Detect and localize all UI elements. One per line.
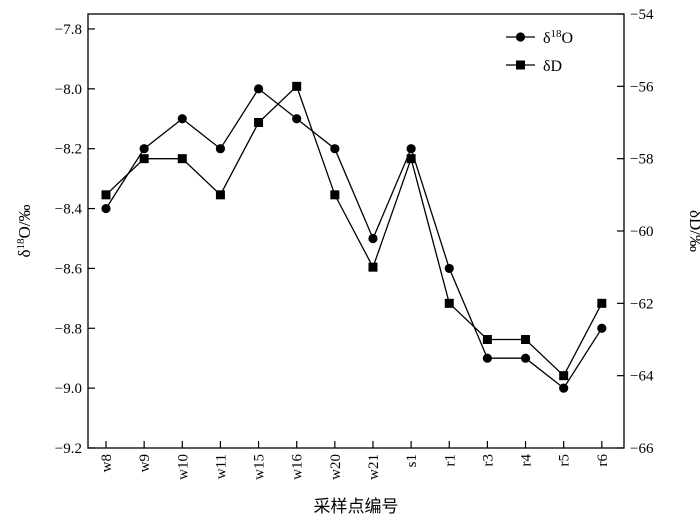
legend-item-d18o: δ18O	[506, 28, 573, 47]
right-axis-tick-label: −62	[630, 296, 653, 312]
left-axis-title-sup: 18	[15, 238, 27, 250]
point-dd-w15	[254, 118, 264, 127]
point-dd-w16	[292, 81, 302, 91]
left-axis-tick-label: −8.4	[55, 202, 83, 218]
point-dd-r1	[444, 298, 454, 308]
left-axis-tick-label: −8.6	[55, 261, 83, 277]
x-axis-tick-label: r4	[519, 454, 535, 467]
x-axis-tick-label: w9	[137, 454, 153, 472]
left-axis-tick-label: −8.8	[55, 321, 82, 337]
point-dd-r3	[482, 335, 492, 344]
point-d18o-r4	[520, 353, 531, 363]
x-axis-tick-label: w15	[252, 454, 268, 480]
point-dd-w20	[330, 190, 340, 200]
series-layer	[101, 81, 607, 393]
left-axis-tick-label: −8.2	[55, 142, 82, 158]
left-axis-title: δ18O/‰	[15, 204, 34, 257]
left-axis-tick-label: −7.8	[55, 22, 82, 38]
x-axis-tick-label: w16	[290, 454, 306, 480]
point-d18o-w21	[368, 233, 378, 244]
point-d18o-r6	[597, 323, 607, 333]
left-axis-tick-label: −9.2	[55, 441, 82, 457]
legend-label-d18o: δ18O	[543, 28, 573, 47]
point-d18o-r5	[559, 383, 569, 393]
legend-circle-marker	[515, 32, 526, 42]
x-axis-tick-label: w20	[328, 454, 344, 480]
point-dd-r6	[597, 298, 607, 308]
axis-ticks: −7.8 −8.0 −8.2 −8.4 −8.6 −8.8 −9.0 −9.2 −54 −56 −5…	[55, 7, 654, 480]
point-dd-w9	[139, 154, 149, 164]
left-axis-tick-label: −9.0	[55, 381, 82, 397]
legend-label-dd: δD	[543, 58, 562, 75]
point-d18o-r3	[482, 353, 492, 363]
point-dd-w10	[177, 154, 187, 164]
point-d18o-w15	[253, 84, 264, 94]
x-axis-tick-label: w10	[175, 454, 191, 480]
x-axis-title: 采样点编号	[314, 497, 399, 516]
x-axis-tick-label: w21	[366, 454, 382, 480]
x-axis-tick-label: r6	[595, 454, 611, 467]
legend-item-dd: δD	[506, 58, 562, 75]
point-dd-w8	[101, 190, 111, 200]
point-dd-r4	[521, 335, 531, 344]
right-axis-tick-label: −56	[630, 79, 654, 95]
series-line-dd	[105, 85, 603, 377]
point-d18o-w11	[215, 144, 226, 154]
point-d18o-w16	[292, 114, 302, 124]
point-d18o-w8	[101, 203, 111, 214]
x-axis-tick-label: s1	[404, 454, 420, 467]
right-axis-tick-label: −64	[630, 369, 654, 385]
left-axis-tick-label: −8.0	[55, 82, 82, 98]
x-axis-tick-label: r1	[442, 454, 458, 467]
right-axis-tick-label: −60	[630, 224, 653, 240]
point-dd-w21	[368, 262, 378, 272]
x-axis-tick-label: r5	[557, 454, 573, 467]
point-d18o-r1	[444, 263, 454, 274]
series-line-d18o	[105, 87, 603, 390]
legend: δ18O δD	[506, 28, 573, 75]
point-dd-w11	[215, 190, 225, 200]
x-axis-tick-label: r3	[480, 454, 496, 467]
right-axis-tick-label: −58	[630, 152, 653, 168]
point-d18o-s1	[406, 144, 416, 154]
point-dd-r5	[559, 371, 569, 381]
right-axis-tick-label: −66	[630, 441, 654, 457]
right-axis-title: δD/‰	[686, 210, 700, 252]
point-d18o-w20	[330, 144, 340, 154]
point-d18o-w9	[139, 144, 149, 154]
x-axis-tick-label: w8	[99, 454, 115, 472]
x-axis-tick-label: w11	[213, 454, 229, 479]
right-axis-tick-label: −54	[630, 7, 654, 23]
point-dd-s1	[406, 154, 416, 164]
point-d18o-w10	[177, 114, 187, 124]
legend-square-marker	[516, 60, 525, 70]
plot-frame	[87, 13, 625, 449]
